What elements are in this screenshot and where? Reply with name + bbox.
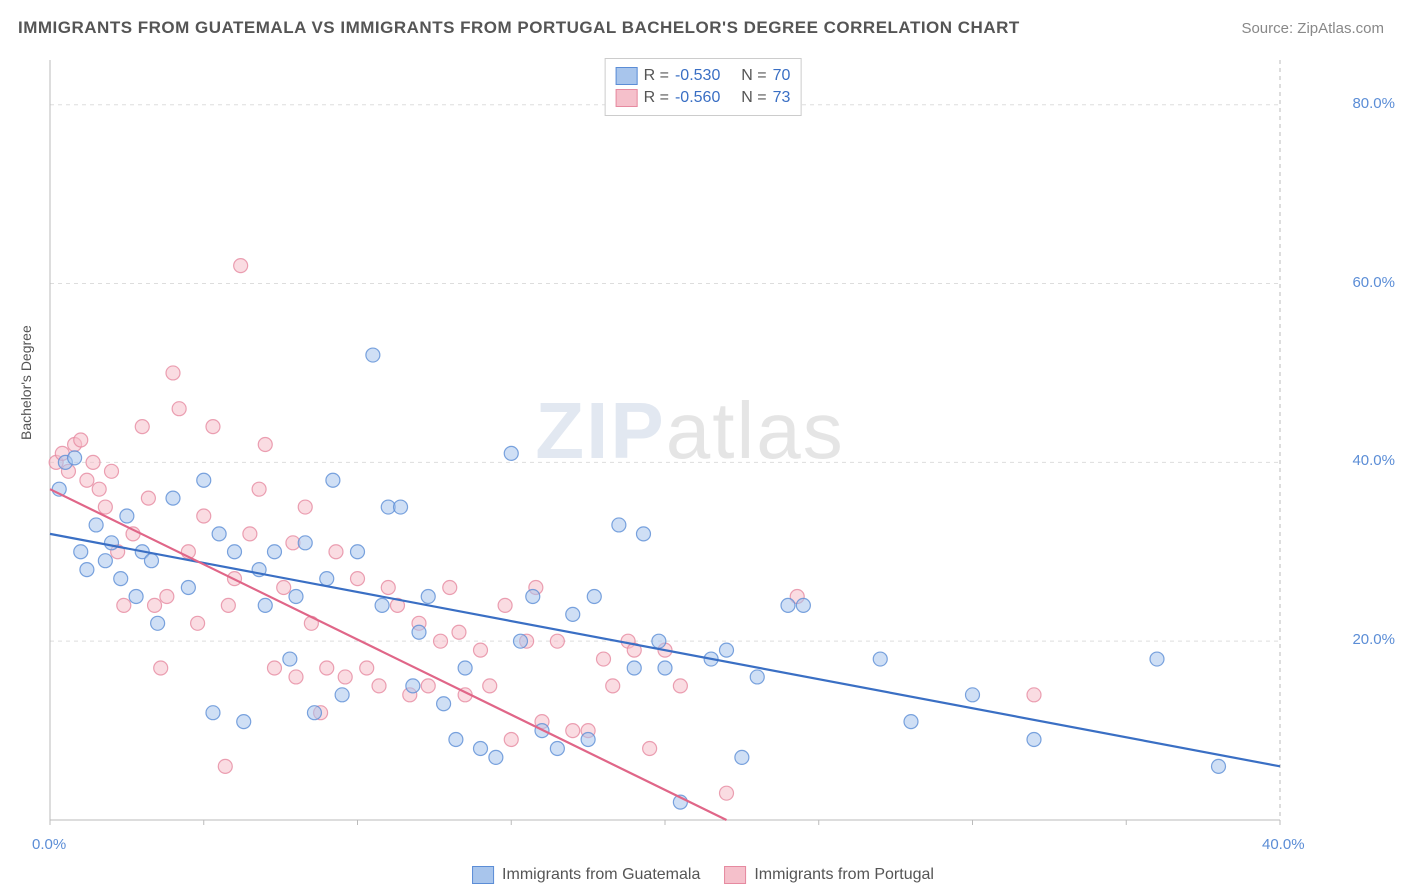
stats-legend: R = -0.530 N = 70 R = -0.560 N = 73 <box>605 58 802 116</box>
x-tick-label: 0.0% <box>32 836 66 853</box>
stat-r-label: R = <box>644 89 669 107</box>
series-legend-item: Immigrants from Portugal <box>724 866 934 884</box>
stat-r-value: -0.560 <box>675 89 720 107</box>
stat-n-label: N = <box>741 89 766 107</box>
legend-swatch <box>724 866 746 884</box>
legend-swatch <box>472 866 494 884</box>
legend-swatch <box>616 67 638 85</box>
chart-title: IMMIGRANTS FROM GUATEMALA VS IMMIGRANTS … <box>18 18 1020 38</box>
stats-legend-row: R = -0.560 N = 73 <box>616 87 791 109</box>
stat-n-value: 70 <box>773 67 791 85</box>
plot-area: ZIPatlas 20.0%40.0%60.0%80.0% 0.0%40.0% <box>45 55 1335 825</box>
x-tick-label: 40.0% <box>1262 836 1305 853</box>
stat-r-value: -0.530 <box>675 67 720 85</box>
y-tick-label: 40.0% <box>1352 452 1395 469</box>
legend-swatch <box>616 89 638 107</box>
y-axis-label: Bachelor's Degree <box>18 325 34 440</box>
series-legend: Immigrants from Guatemala Immigrants fro… <box>472 866 934 884</box>
stats-legend-row: R = -0.530 N = 70 <box>616 65 791 87</box>
series-legend-label: Immigrants from Portugal <box>754 866 934 884</box>
y-tick-label: 80.0% <box>1352 95 1395 112</box>
series-legend-item: Immigrants from Guatemala <box>472 866 700 884</box>
chart-container: IMMIGRANTS FROM GUATEMALA VS IMMIGRANTS … <box>0 0 1406 892</box>
scatter-svg <box>45 55 1335 825</box>
y-tick-label: 60.0% <box>1352 274 1395 291</box>
y-tick-label: 20.0% <box>1352 631 1395 648</box>
series-legend-label: Immigrants from Guatemala <box>502 866 700 884</box>
stat-r-label: R = <box>644 67 669 85</box>
source-label: Source: ZipAtlas.com <box>1241 20 1384 37</box>
stat-n-label: N = <box>741 67 766 85</box>
stat-n-value: 73 <box>773 89 791 107</box>
